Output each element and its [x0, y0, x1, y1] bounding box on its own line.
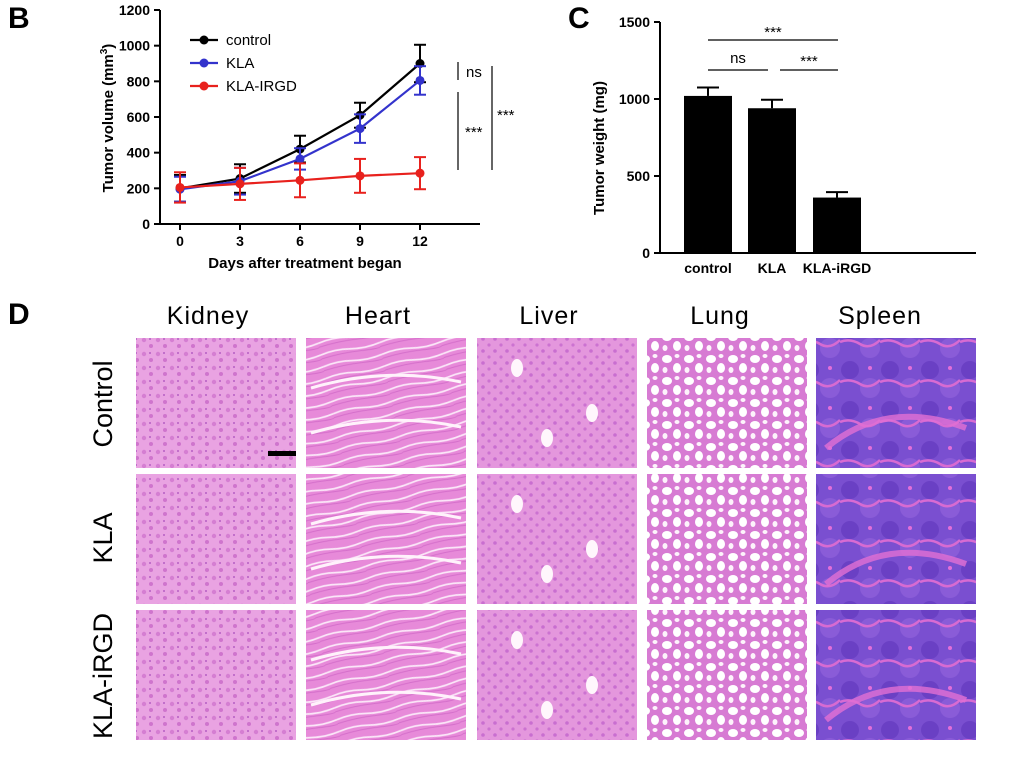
b-legend-label: KLA-IRGD [226, 78, 297, 95]
b-legend-label: control [226, 32, 271, 49]
b-data-point [355, 124, 365, 134]
b-ytick-label: 0 [142, 216, 150, 232]
col-liver: Liver [519, 302, 578, 330]
col-heart: Heart [345, 302, 411, 330]
b-xtick-label: 0 [176, 233, 184, 249]
heart-fiber-gap [310, 373, 462, 390]
tissue-image-control-heart [306, 338, 466, 468]
b-ytick-label: 800 [127, 73, 151, 89]
heart-fiber-gap [310, 509, 462, 526]
liver-vessel [511, 495, 523, 513]
b-data-point [175, 182, 185, 192]
liver-vessel [511, 359, 523, 377]
c-bar [748, 108, 796, 254]
b-ytick-label: 600 [127, 109, 151, 125]
panel-c-letter: C [568, 2, 590, 35]
panel-b-letter: B [8, 2, 30, 35]
b-ytick-label: 400 [127, 145, 151, 161]
tissue-image-kla-irgd-liver [477, 610, 637, 740]
b-data-point [235, 179, 245, 189]
spleen-red-pulp [824, 413, 968, 451]
c-category-label: control [684, 260, 731, 276]
col-spleen: Spleen [838, 302, 922, 330]
c-sig-control-irgd: *** [764, 24, 782, 41]
c-category-label: KLA-iRGD [803, 260, 871, 276]
liver-vessel [511, 631, 523, 649]
b-xtick-label: 9 [356, 233, 364, 249]
panel-d-letter: D [8, 298, 30, 331]
b-legend-marker [199, 58, 209, 68]
tissue-image-control-lung [647, 338, 807, 468]
b-data-point [415, 75, 425, 85]
tissue-image-kla-kidney [136, 474, 296, 604]
b-sig-kla-irgd: *** [465, 124, 483, 141]
heart-fiber-gap [310, 645, 462, 662]
heart-fiber-gap [310, 554, 462, 571]
tissue-image-control-spleen [816, 338, 976, 468]
tissue-image-kla-irgd-heart [306, 610, 466, 740]
b-data-point [415, 168, 425, 178]
liver-vessel [541, 429, 553, 447]
b-sig-control-irgd: *** [497, 107, 515, 124]
col-kidney: Kidney [167, 302, 249, 330]
liver-vessel [541, 565, 553, 583]
row-kla: KLA [88, 512, 118, 563]
row-control: Control [88, 360, 118, 447]
tissue-image-kla-spleen [816, 474, 976, 604]
liver-vessel [541, 701, 553, 719]
histology-grid: Kidney Heart Liver Lung Spleen Control K… [88, 302, 976, 740]
b-sig-ns: ns [466, 64, 482, 81]
spleen-red-pulp [824, 685, 968, 723]
b-data-point [295, 175, 305, 185]
tissue-image-kla-liver [477, 474, 637, 604]
c-y-axis-label: Tumor weight (mg) [591, 81, 608, 215]
c-ytick-label: 500 [627, 168, 651, 184]
heart-fiber-gap [310, 690, 462, 707]
b-y-axis-label: Tumor volume (mm3) [99, 44, 117, 193]
tissue-image-control-liver [477, 338, 637, 468]
liver-vessel [586, 676, 598, 694]
b-xtick-label: 12 [412, 233, 428, 249]
tissue-image-kla-irgd-lung [647, 610, 807, 740]
c-sig-ns: ns [730, 50, 746, 67]
heart-fiber-gap [310, 418, 462, 435]
scale-bar [268, 451, 296, 456]
c-ytick-label: 0 [642, 245, 650, 261]
c-bar [684, 95, 732, 253]
b-legend-marker [199, 81, 209, 91]
col-lung: Lung [690, 302, 750, 330]
b-ytick-label: 1200 [119, 2, 150, 18]
tissue-image-kla-heart [306, 474, 466, 604]
c-sig-kla-irgd: *** [800, 53, 818, 70]
b-data-point [355, 171, 365, 181]
b-legend-marker [199, 35, 209, 45]
tissue-image-control-kidney [136, 338, 296, 468]
tumor-volume-chart: 0 200 400 600 800 1000 1200 0 3 6 9 12 Days after … [99, 2, 515, 272]
c-bar [813, 197, 861, 253]
c-ytick-label: 1000 [619, 91, 650, 107]
b-ytick-label: 200 [127, 180, 151, 196]
b-ytick-label: 1000 [119, 38, 150, 54]
tissue-image-kla-irgd-spleen [816, 610, 976, 740]
row-kla-irgd: KLA-iRGD [88, 613, 118, 739]
liver-vessel [586, 540, 598, 558]
c-category-label: KLA [758, 260, 787, 276]
tissue-image-kla-lung [647, 474, 807, 604]
b-xtick-label: 6 [296, 233, 304, 249]
tumor-weight-chart: 0 500 1000 1500 control KLA KLA-iRGD Tumor we… [591, 14, 976, 276]
b-data-point [295, 154, 305, 164]
b-legend-label: KLA [226, 55, 254, 72]
c-ytick-label: 1500 [619, 14, 650, 30]
liver-vessel [586, 404, 598, 422]
b-xtick-label: 3 [236, 233, 244, 249]
tissue-image-kla-irgd-kidney [136, 610, 296, 740]
spleen-red-pulp [824, 549, 968, 587]
b-x-axis-label: Days after treatment began [208, 255, 401, 272]
